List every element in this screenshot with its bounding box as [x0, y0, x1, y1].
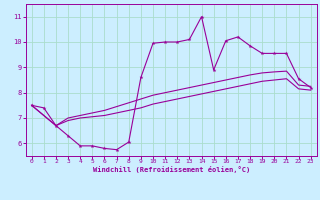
X-axis label: Windchill (Refroidissement éolien,°C): Windchill (Refroidissement éolien,°C) — [92, 166, 250, 173]
